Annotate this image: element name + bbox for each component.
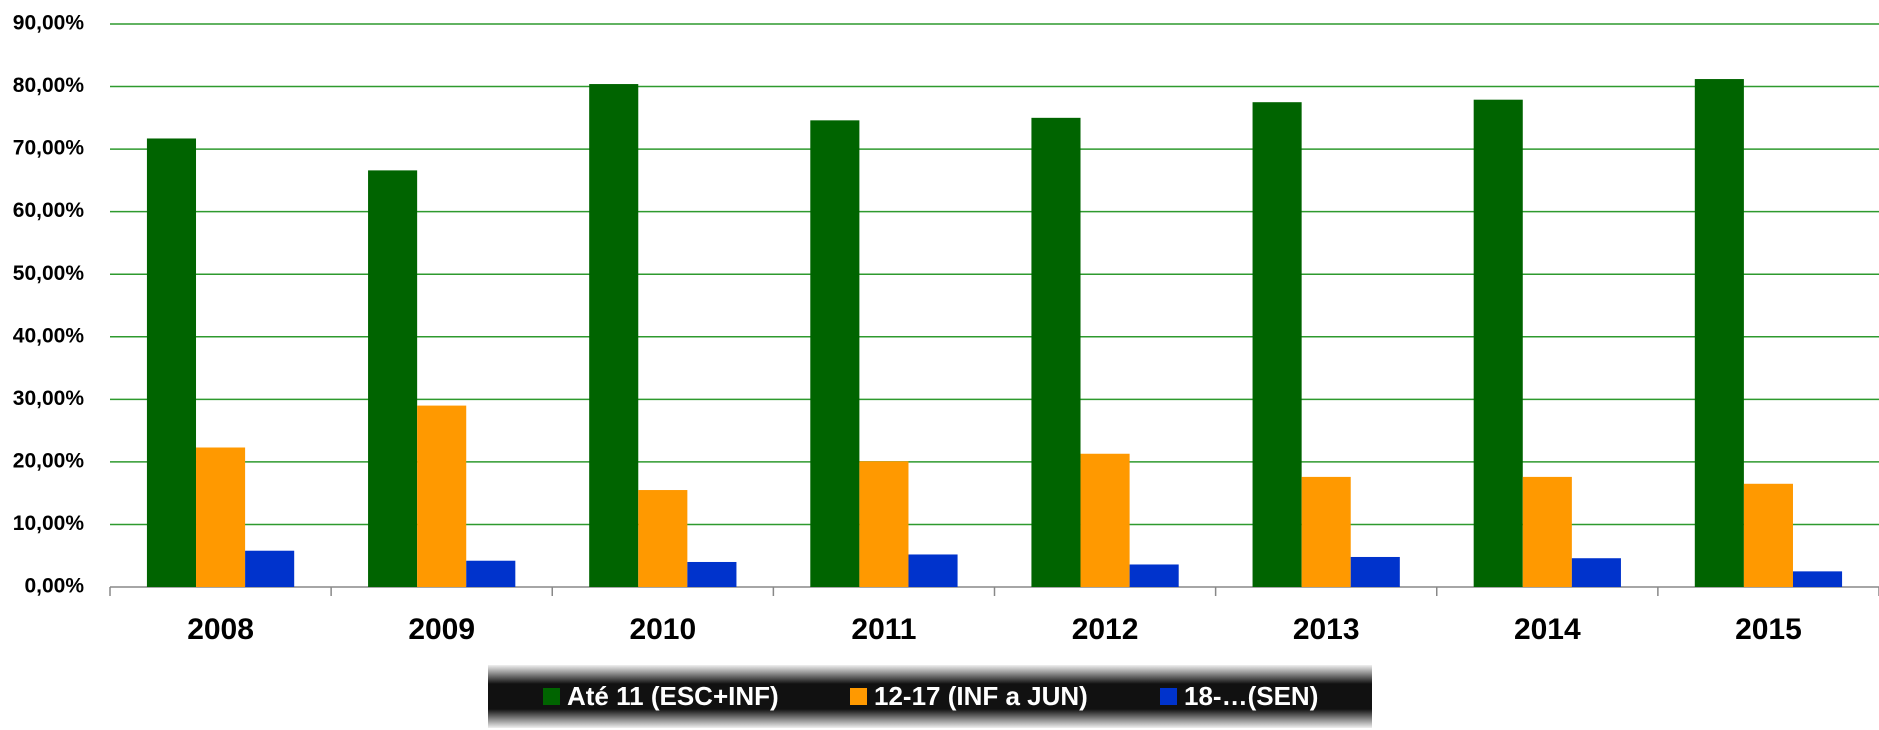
bar <box>146 138 197 587</box>
bar <box>1301 476 1351 587</box>
bar <box>1129 564 1179 587</box>
x-tick-label: 2013 <box>1293 613 1360 646</box>
bar <box>1031 117 1081 587</box>
legend-label: 12-17 (INF a JUN) <box>874 681 1088 711</box>
y-tick-label: 10,00% <box>13 512 85 535</box>
legend-swatch <box>1160 688 1177 705</box>
y-tick-label: 80,00% <box>13 74 85 97</box>
legend-box <box>488 665 1372 728</box>
legend-swatch <box>543 688 560 705</box>
x-tick-label: 2009 <box>408 613 475 646</box>
bar <box>1522 476 1572 587</box>
x-tick-label: 2010 <box>629 613 696 646</box>
y-tick-label: 0,00% <box>24 575 84 598</box>
bar <box>417 405 467 587</box>
y-tick-label: 50,00% <box>13 262 85 285</box>
x-tick-label: 2008 <box>187 613 254 646</box>
bar <box>1350 556 1400 587</box>
legend-swatch <box>850 688 867 705</box>
bar <box>1743 483 1793 587</box>
bar <box>1080 453 1130 587</box>
x-tick-label: 2012 <box>1072 613 1139 646</box>
bar <box>1571 558 1621 587</box>
y-tick-label: 40,00% <box>13 324 85 347</box>
bar <box>1473 99 1523 587</box>
bar <box>245 550 295 587</box>
bar <box>908 554 958 587</box>
x-tick-label: 2015 <box>1735 613 1802 646</box>
bar <box>810 120 860 587</box>
bar <box>1792 571 1843 587</box>
y-tick-label: 70,00% <box>13 137 85 160</box>
bar <box>1694 79 1744 587</box>
bar <box>589 84 639 587</box>
legend-label: Até 11 (ESC+INF) <box>567 681 779 711</box>
y-tick-label: 60,00% <box>13 199 85 222</box>
bar <box>1252 102 1302 587</box>
x-tick-label: 2011 <box>851 613 916 646</box>
y-tick-label: 20,00% <box>13 449 85 472</box>
bar <box>859 461 909 587</box>
legend-label: 18-…(SEN) <box>1184 681 1318 711</box>
y-tick-label: 90,00% <box>13 12 85 35</box>
bar <box>196 447 246 587</box>
bar <box>368 170 418 587</box>
bar <box>638 490 688 587</box>
bar <box>466 560 516 587</box>
bar <box>687 561 737 587</box>
x-tick-label: 2014 <box>1514 613 1581 646</box>
y-tick-label: 30,00% <box>13 387 85 410</box>
